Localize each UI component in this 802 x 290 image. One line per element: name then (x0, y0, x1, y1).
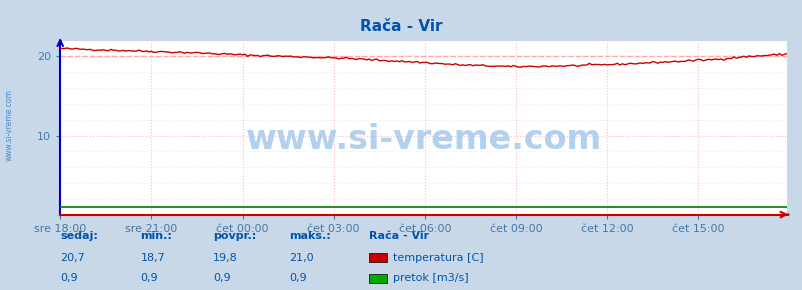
Text: temperatura [C]: temperatura [C] (393, 253, 484, 262)
Text: pretok [m3/s]: pretok [m3/s] (393, 273, 468, 283)
Text: 19,8: 19,8 (213, 253, 237, 263)
Text: Rača - Vir: Rača - Vir (360, 19, 442, 34)
Text: maks.:: maks.: (289, 231, 330, 241)
Text: 0,9: 0,9 (140, 273, 158, 283)
Text: Rača - Vir: Rača - Vir (369, 231, 429, 241)
Text: sedaj:: sedaj: (60, 231, 98, 241)
Text: www.si-vreme.com: www.si-vreme.com (245, 123, 601, 156)
Text: www.si-vreme.com: www.si-vreme.com (5, 89, 14, 161)
Text: povpr.:: povpr.: (213, 231, 256, 241)
Text: min.:: min.: (140, 231, 172, 241)
Text: 20,7: 20,7 (60, 253, 85, 263)
Text: 0,9: 0,9 (289, 273, 306, 283)
Text: 0,9: 0,9 (60, 273, 78, 283)
Text: 18,7: 18,7 (140, 253, 165, 263)
Text: 21,0: 21,0 (289, 253, 314, 263)
Text: 0,9: 0,9 (213, 273, 230, 283)
